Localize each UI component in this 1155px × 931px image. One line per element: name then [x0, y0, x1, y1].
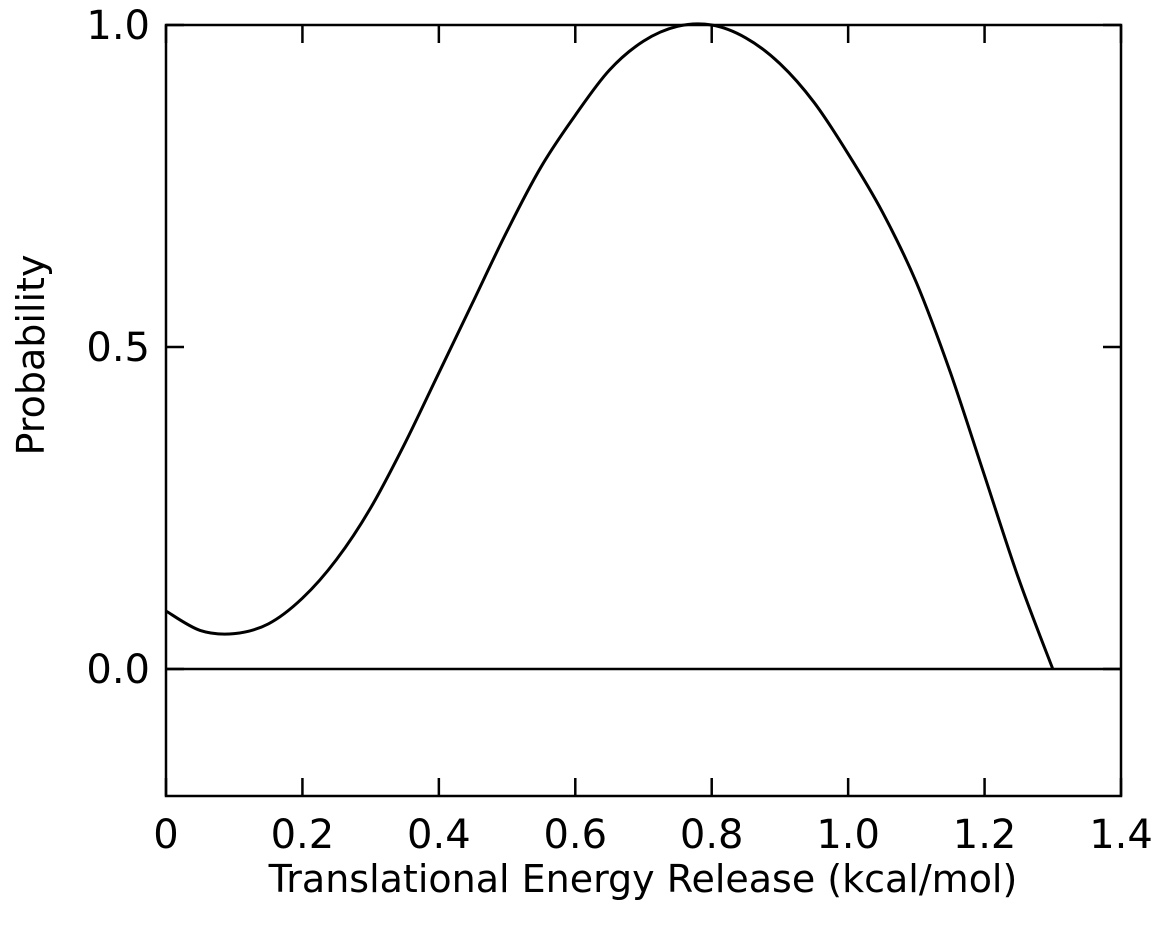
- x-tick-label: 0.4: [407, 812, 471, 858]
- probability-curve: [165, 22, 1055, 670]
- y-axis-title: Probability: [9, 255, 53, 456]
- y-tick-label: 0.0: [86, 647, 150, 693]
- plot-frame: [164, 23, 1123, 798]
- x-tick-label: 0.8: [680, 812, 744, 858]
- x-axis-ticks: 0 0.2 0.4 0.6 0.8 1.0 1.2 1.4: [153, 25, 1153, 858]
- y-axis-ticks: 0.0 0.5 1.0: [86, 3, 1121, 693]
- x-tick-label: 0: [153, 812, 178, 858]
- y-tick-label: 1.0: [86, 3, 150, 49]
- x-tick-label: 1.0: [816, 812, 880, 858]
- x-axis-title: Translational Energy Release (kcal/mol): [268, 857, 1018, 901]
- y-tick-label: 0.5: [86, 325, 150, 371]
- x-tick-label: 1.4: [1089, 812, 1153, 858]
- x-tick-label: 0.6: [543, 812, 607, 858]
- x-tick-label: 0.2: [271, 812, 335, 858]
- x-tick-label: 1.2: [953, 812, 1017, 858]
